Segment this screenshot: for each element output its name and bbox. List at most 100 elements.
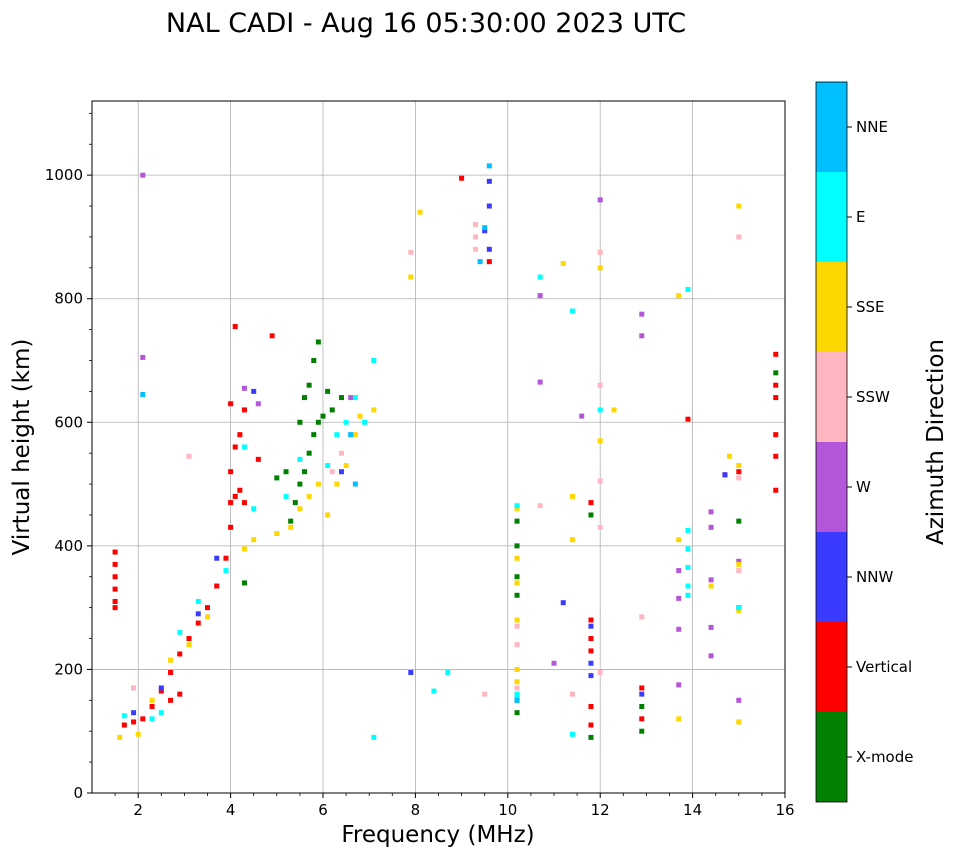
data-point-sse — [251, 537, 257, 543]
data-point-x-mode — [241, 580, 247, 586]
data-point-nnw — [158, 685, 164, 691]
data-point-nnw — [486, 203, 492, 209]
data-point-ssw — [597, 670, 603, 676]
x-axis-ticks: 2 4 6 8 10 12 14 16 — [114, 793, 795, 819]
data-point-sse — [514, 617, 520, 623]
colorbar-segment — [816, 532, 847, 622]
data-point-x-mode — [283, 469, 289, 475]
data-point-vertical — [228, 500, 234, 506]
colorbar-frame — [815, 81, 848, 803]
data-point-nnw — [560, 600, 566, 606]
data-point-nne — [477, 259, 483, 265]
data-point-vertical — [639, 716, 645, 722]
colorbar-segment — [816, 712, 847, 802]
data-point-x-mode — [325, 388, 331, 394]
data-point-x-mode — [736, 518, 742, 524]
data-point-vertical — [140, 716, 146, 722]
data-point-sse — [297, 506, 303, 512]
data-point-e — [685, 546, 691, 552]
data-point-w — [241, 385, 247, 391]
data-point-ssw — [131, 685, 137, 691]
data-point-sse — [343, 463, 349, 469]
data-point-vertical — [773, 487, 779, 493]
data-point-ssw — [514, 623, 520, 629]
data-point-e — [362, 419, 368, 425]
y-axis-label: Virtual height (km) — [9, 339, 35, 556]
data-point-vertical — [588, 704, 594, 709]
data-point-vertical — [121, 722, 127, 728]
data-point-x-mode — [288, 518, 294, 524]
data-point-e — [685, 564, 691, 570]
data-point-x-mode — [639, 704, 645, 709]
data-point-sse — [357, 413, 363, 419]
data-point-nnw — [588, 623, 594, 629]
data-point-e — [251, 506, 257, 512]
data-point-w — [348, 395, 354, 401]
data-point-vertical — [112, 598, 118, 604]
data-point-e — [149, 716, 155, 722]
data-point-sse — [135, 731, 141, 737]
data-point-e — [371, 734, 377, 740]
data-point-vertical — [685, 416, 691, 422]
data-point-sse — [676, 293, 682, 299]
data-point-ssw — [537, 503, 543, 509]
data-point-w — [551, 660, 557, 666]
data-point-ssw — [736, 568, 742, 574]
data-point-w — [708, 653, 714, 659]
chart-title: NAL CADI - Aug 16 05:30:00 2023 UTC — [166, 8, 686, 39]
data-point-vertical — [459, 175, 465, 181]
colorbar-tick-label: Vertical — [856, 658, 912, 676]
data-point-vertical — [232, 324, 238, 330]
data-point-x-mode — [639, 728, 645, 734]
data-point-e — [597, 407, 603, 413]
data-point-vertical — [112, 605, 118, 611]
data-point-vertical — [228, 524, 234, 530]
data-point-x-mode — [514, 592, 520, 598]
x-tick-label: 6 — [318, 801, 328, 819]
data-point-e — [343, 419, 349, 425]
data-point-vertical — [168, 697, 174, 703]
data-point-vertical — [773, 395, 779, 401]
data-point-x-mode — [302, 395, 308, 401]
data-point-ssw — [597, 524, 603, 530]
y-tick-label: 1000 — [45, 166, 83, 184]
data-point-w — [676, 595, 682, 601]
data-point-ssw — [736, 475, 742, 481]
data-point-x-mode — [514, 543, 520, 549]
data-point-nne — [482, 225, 488, 231]
data-point-x-mode — [329, 407, 335, 413]
data-point-vertical — [232, 493, 238, 499]
data-point-ssw — [597, 382, 603, 388]
data-point-nnw — [251, 388, 257, 394]
data-point-w — [537, 379, 543, 385]
data-point-sse — [325, 512, 331, 518]
data-point-w — [708, 524, 714, 530]
data-point-vertical — [158, 688, 164, 694]
data-point-nnw — [408, 670, 414, 676]
data-point-sse — [736, 463, 742, 469]
data-point-vertical — [237, 487, 243, 493]
data-point-ssw — [338, 450, 344, 456]
colorbar-segment — [816, 622, 847, 712]
data-point-nne — [514, 697, 520, 703]
data-point-vertical — [228, 469, 234, 475]
data-point-vertical — [588, 722, 594, 728]
data-point-vertical — [149, 704, 155, 709]
colorbar-tick-label: E — [856, 208, 865, 226]
data-point-nne — [348, 432, 354, 438]
y-tick-label: 0 — [73, 784, 83, 802]
data-point-vertical — [112, 586, 118, 592]
data-point-x-mode — [315, 419, 321, 425]
data-point-nnw — [486, 246, 492, 252]
data-point-sse — [569, 537, 575, 543]
data-point-sse — [371, 407, 377, 413]
data-point-vertical — [588, 636, 594, 642]
data-point-ssw — [639, 614, 645, 620]
data-point-ssw — [514, 685, 520, 691]
data-point-sse — [408, 274, 414, 280]
data-point-e — [223, 568, 229, 574]
data-point-x-mode — [306, 450, 312, 456]
data-point-ssw — [472, 234, 478, 240]
x-tick-label: 2 — [133, 801, 143, 819]
